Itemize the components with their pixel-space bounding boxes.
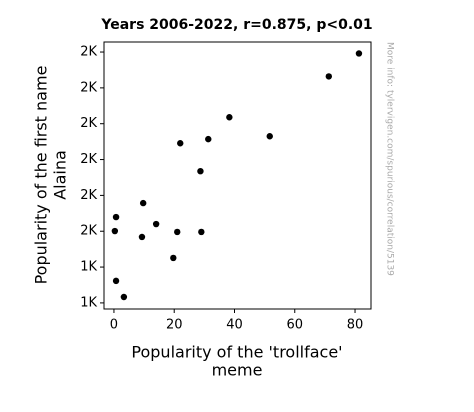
y-tick-label: 2K (80, 188, 97, 203)
x-tick-label: 80 (347, 318, 364, 333)
y-tick-label: 2K (80, 45, 97, 60)
chart-title: Years 2006-2022, r=0.875, p<0.01 (100, 17, 372, 33)
x-tick-label: 40 (226, 318, 243, 333)
x-tick-label: 20 (166, 318, 183, 333)
point (111, 227, 119, 235)
y-tick-label: 1K (80, 295, 97, 310)
point (120, 293, 128, 301)
y-tick-label: 2K (80, 224, 97, 239)
point (112, 213, 120, 221)
y-tick-label: 2K (80, 116, 97, 131)
plot-frame (103, 41, 372, 310)
watermark: More info: tylervigen.com/spurious/corre… (385, 42, 395, 276)
x-axis-label: Popularity of the 'trollface' (131, 343, 342, 362)
point (198, 228, 205, 236)
point (177, 140, 184, 147)
point (226, 114, 233, 121)
y-tick-label: 2K (80, 152, 97, 167)
x-tick-label: 0 (110, 318, 118, 333)
point (355, 50, 363, 57)
y-tick-label: 1K (80, 260, 97, 275)
point (138, 233, 146, 241)
point (197, 167, 204, 175)
x-tick-label: 60 (286, 318, 303, 333)
point (266, 133, 273, 140)
point (174, 228, 181, 236)
y-axis-label: Popularity of the first name (32, 66, 51, 285)
x-axis-label: meme (212, 361, 263, 380)
point (152, 220, 160, 228)
y-axis-label: Alaina (51, 150, 70, 200)
point (205, 135, 212, 143)
point (139, 199, 147, 207)
point (112, 277, 120, 285)
point (325, 73, 333, 80)
point (170, 254, 177, 262)
y-tick-label: 2K (80, 80, 97, 95)
